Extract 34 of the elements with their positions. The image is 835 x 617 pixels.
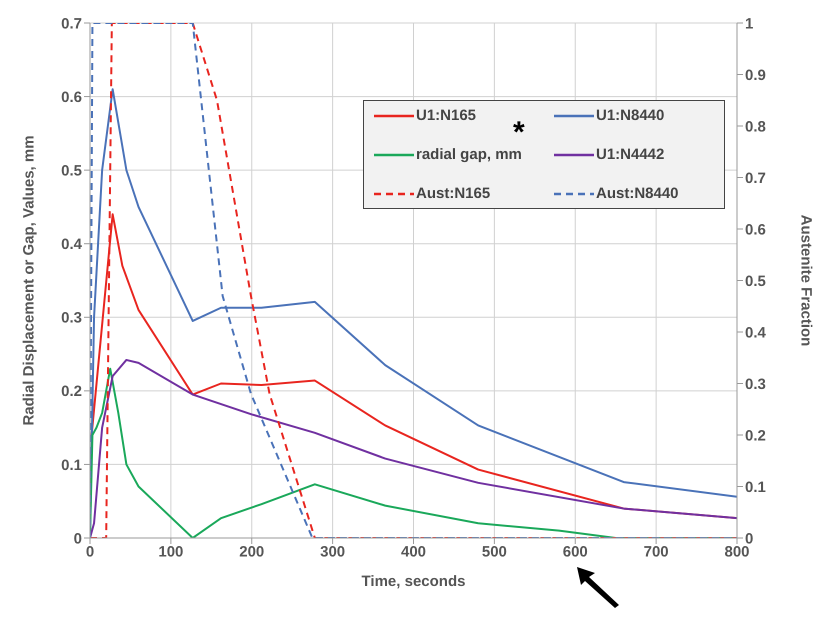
legend-label: Aust:N8440 — [596, 185, 679, 202]
legend-label: U1:N4442 — [596, 146, 664, 163]
legend-label: U1:N8440 — [596, 107, 664, 124]
y-tick-label: 0.1 — [61, 456, 82, 474]
x-tick-label: 400 — [400, 544, 426, 561]
x-tick-label: 300 — [320, 544, 346, 561]
y-tick-label: 0 — [74, 530, 82, 548]
x-tick-label: 200 — [239, 544, 264, 561]
y-tick-label: 0.7 — [61, 15, 82, 32]
legend-label: U1:N165 — [416, 107, 476, 124]
y2-tick-label: 0.8 — [745, 118, 766, 136]
legend-label: Aust:N165 — [416, 185, 490, 202]
y2-tick-label: 0.7 — [745, 170, 766, 187]
x-tick-label: 600 — [562, 544, 588, 561]
y2-tick-label: 0.9 — [745, 66, 766, 84]
y2-tick-label: 0.6 — [745, 221, 766, 238]
x-tick-label: 100 — [158, 544, 184, 561]
y2-axis-title: Austenite Fraction — [798, 214, 815, 346]
y-tick-label: 0.5 — [61, 162, 82, 180]
y-tick-label: 0.6 — [61, 88, 82, 106]
x-axis-title: Time, seconds — [362, 573, 466, 590]
y-axis-title: Radial Displacement or Gap, Values, mm — [20, 135, 38, 426]
y2-tick-label: 0.4 — [745, 324, 767, 342]
x-tick-label: 500 — [482, 544, 507, 561]
y2-tick-label: 1 — [745, 15, 754, 32]
y-tick-label: 0.4 — [61, 236, 83, 254]
x-tick-label: 700 — [644, 544, 669, 561]
y2-tick-label: 0.3 — [745, 376, 766, 393]
y2-tick-label: 0.1 — [745, 478, 766, 496]
y2-tick-label: 0.5 — [745, 272, 766, 290]
y-tick-label: 0.2 — [61, 383, 82, 400]
y-tick-label: 0.3 — [61, 310, 82, 327]
x-tick-label: 0 — [86, 544, 94, 561]
y2-tick-label: 0.2 — [745, 427, 766, 444]
